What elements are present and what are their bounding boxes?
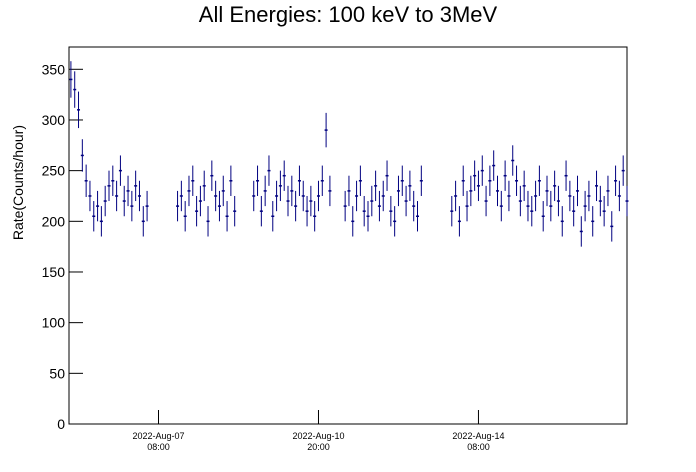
x-tick-label: 2022-Aug-07 08:00 — [132, 431, 185, 452]
y-tick-label: 350 — [42, 61, 66, 77]
y-tick-label: 200 — [42, 213, 66, 229]
chart-title: All Energies: 100 keV to 3MeV — [199, 2, 498, 27]
y-axis-label: Rate(Counts/hour) — [10, 125, 26, 240]
y-tick-label: 0 — [57, 416, 65, 432]
y-tick-label: 250 — [42, 163, 66, 179]
y-tick-label: 300 — [42, 112, 66, 128]
frame — [68, 46, 628, 425]
x-tick-label: 2022-Aug-14 08:00 — [452, 431, 505, 452]
y-tick-label: 100 — [42, 315, 66, 331]
y-tick-label: 150 — [42, 264, 66, 280]
x-tick-label: 2022-Aug-10 20:00 — [292, 431, 345, 452]
y-tick-label: 50 — [49, 365, 65, 381]
